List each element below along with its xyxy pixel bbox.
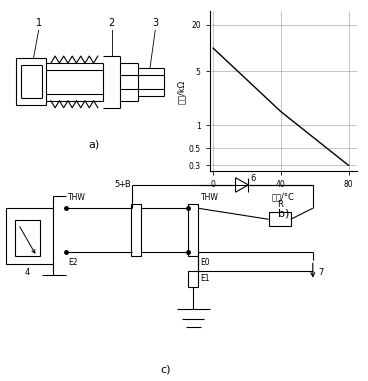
Bar [131, 204, 141, 256]
Bar [188, 271, 198, 287]
Text: b): b) [278, 208, 289, 218]
Text: 7: 7 [318, 268, 324, 277]
Text: 3: 3 [152, 18, 158, 27]
Bar [269, 212, 291, 226]
Text: THW: THW [68, 193, 86, 202]
Text: THW: THW [201, 193, 219, 202]
Text: +B: +B [118, 181, 131, 189]
Text: E1: E1 [201, 274, 210, 283]
Text: 2: 2 [109, 18, 115, 27]
Bar [15, 220, 40, 256]
Text: 1: 1 [36, 18, 42, 27]
Text: 4: 4 [25, 267, 30, 277]
Text: 5: 5 [114, 181, 119, 189]
Text: c): c) [160, 365, 171, 375]
Bar [188, 204, 198, 256]
Y-axis label: 电阀/kΩ: 电阀/kΩ [177, 79, 186, 104]
Text: R: R [277, 200, 283, 209]
Text: 6: 6 [250, 174, 256, 182]
Bar [6, 208, 53, 264]
X-axis label: 水温/°C: 水温/°C [272, 192, 295, 201]
Text: E0: E0 [201, 258, 210, 267]
Text: a): a) [89, 140, 100, 150]
Text: E2: E2 [68, 258, 78, 267]
